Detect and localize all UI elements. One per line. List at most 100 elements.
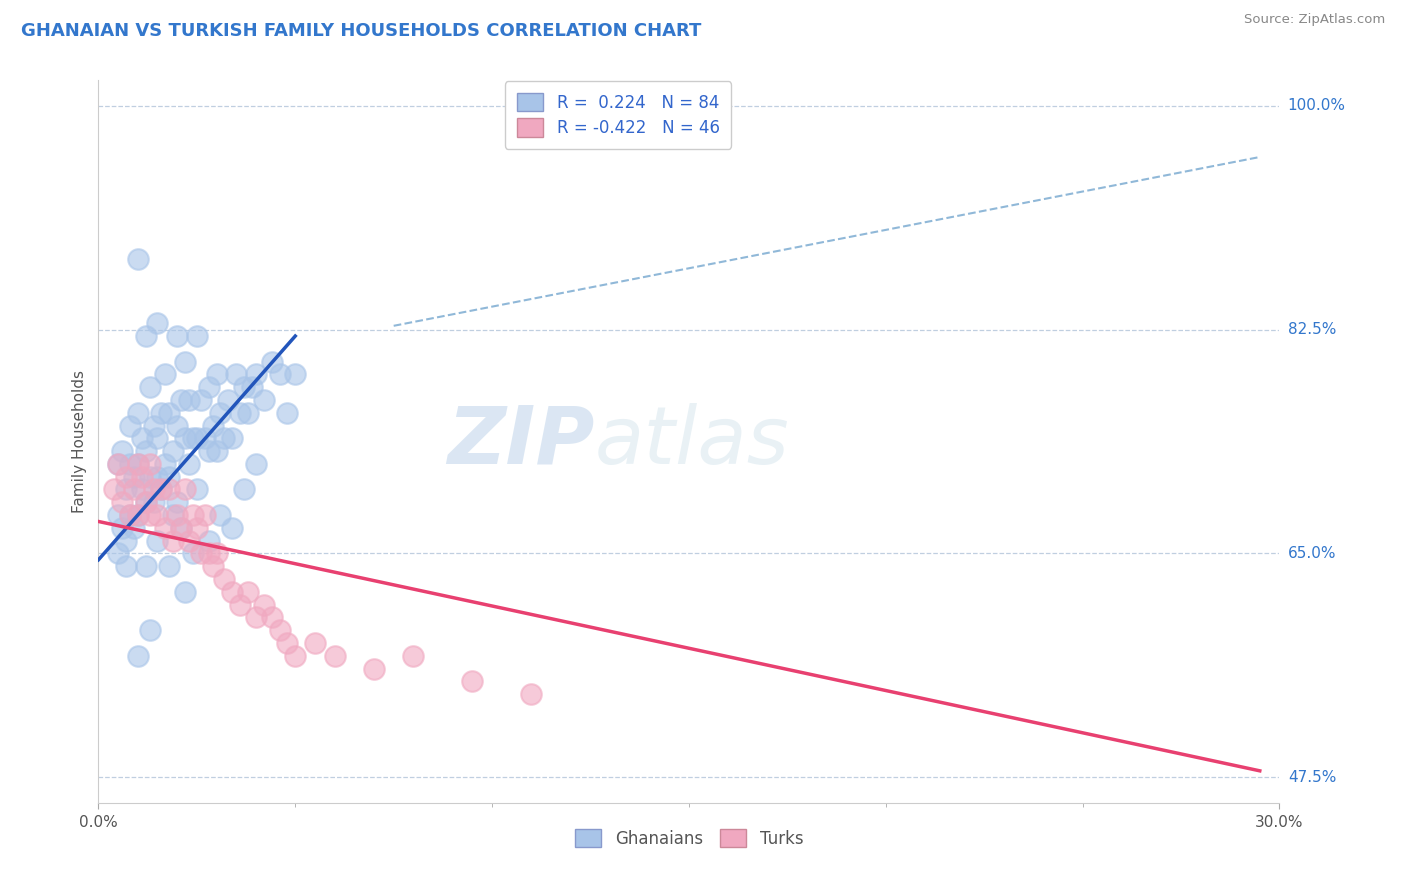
Point xyxy=(107,546,129,560)
Point xyxy=(323,648,346,663)
Point xyxy=(122,469,145,483)
Point xyxy=(170,392,193,407)
Point xyxy=(138,469,160,483)
Point xyxy=(240,380,263,394)
Text: 100.0%: 100.0% xyxy=(1288,98,1346,113)
Point xyxy=(186,431,208,445)
Point xyxy=(276,636,298,650)
Point xyxy=(115,469,138,483)
Point xyxy=(197,444,219,458)
Point xyxy=(174,431,197,445)
Point xyxy=(209,406,232,420)
Point xyxy=(115,483,138,497)
Point xyxy=(131,469,153,483)
Point xyxy=(245,457,267,471)
Point xyxy=(221,584,243,599)
Point xyxy=(181,431,204,445)
Point xyxy=(142,483,165,497)
Point xyxy=(146,316,169,330)
Point xyxy=(269,623,291,637)
Point xyxy=(177,533,200,548)
Point xyxy=(115,559,138,574)
Point xyxy=(138,380,160,394)
Point xyxy=(146,533,169,548)
Text: 65.0%: 65.0% xyxy=(1288,546,1336,561)
Point xyxy=(127,406,149,420)
Point xyxy=(166,329,188,343)
Point xyxy=(103,483,125,497)
Point xyxy=(157,483,180,497)
Point xyxy=(127,457,149,471)
Point xyxy=(142,418,165,433)
Point xyxy=(181,546,204,560)
Point xyxy=(111,521,134,535)
Point xyxy=(138,457,160,471)
Point xyxy=(107,457,129,471)
Point xyxy=(186,329,208,343)
Point xyxy=(233,483,256,497)
Point xyxy=(225,368,247,382)
Point xyxy=(150,483,173,497)
Point xyxy=(138,623,160,637)
Point xyxy=(284,648,307,663)
Point xyxy=(209,508,232,522)
Point xyxy=(166,508,188,522)
Point xyxy=(205,546,228,560)
Point xyxy=(127,252,149,267)
Point xyxy=(253,392,276,407)
Point xyxy=(118,418,141,433)
Point xyxy=(166,495,188,509)
Point xyxy=(166,418,188,433)
Point xyxy=(197,546,219,560)
Point xyxy=(155,457,177,471)
Point xyxy=(107,457,129,471)
Point xyxy=(260,354,283,368)
Point xyxy=(157,469,180,483)
Point xyxy=(363,661,385,675)
Point xyxy=(177,457,200,471)
Point xyxy=(122,521,145,535)
Point xyxy=(115,533,138,548)
Point xyxy=(127,508,149,522)
Point xyxy=(162,508,184,522)
Point xyxy=(135,495,157,509)
Point xyxy=(181,508,204,522)
Point xyxy=(214,431,236,445)
Point xyxy=(260,610,283,624)
Point xyxy=(135,329,157,343)
Point xyxy=(177,392,200,407)
Text: 47.5%: 47.5% xyxy=(1288,770,1336,785)
Point xyxy=(221,431,243,445)
Point xyxy=(1189,815,1212,830)
Point xyxy=(186,483,208,497)
Point xyxy=(135,559,157,574)
Point xyxy=(174,354,197,368)
Point xyxy=(131,483,153,497)
Point xyxy=(194,431,217,445)
Point xyxy=(174,584,197,599)
Point xyxy=(461,674,484,689)
Text: 82.5%: 82.5% xyxy=(1288,322,1336,337)
Point xyxy=(131,431,153,445)
Point xyxy=(135,495,157,509)
Point xyxy=(269,368,291,382)
Point xyxy=(155,521,177,535)
Point xyxy=(190,392,212,407)
Point xyxy=(233,380,256,394)
Point xyxy=(162,444,184,458)
Point xyxy=(118,508,141,522)
Point xyxy=(186,521,208,535)
Point xyxy=(205,368,228,382)
Point xyxy=(118,457,141,471)
Point xyxy=(245,368,267,382)
Point xyxy=(520,687,543,701)
Point xyxy=(221,521,243,535)
Point xyxy=(276,406,298,420)
Point xyxy=(197,380,219,394)
Point xyxy=(236,584,259,599)
Point xyxy=(194,508,217,522)
Point xyxy=(214,572,236,586)
Point xyxy=(127,508,149,522)
Point xyxy=(146,508,169,522)
Point xyxy=(201,559,224,574)
